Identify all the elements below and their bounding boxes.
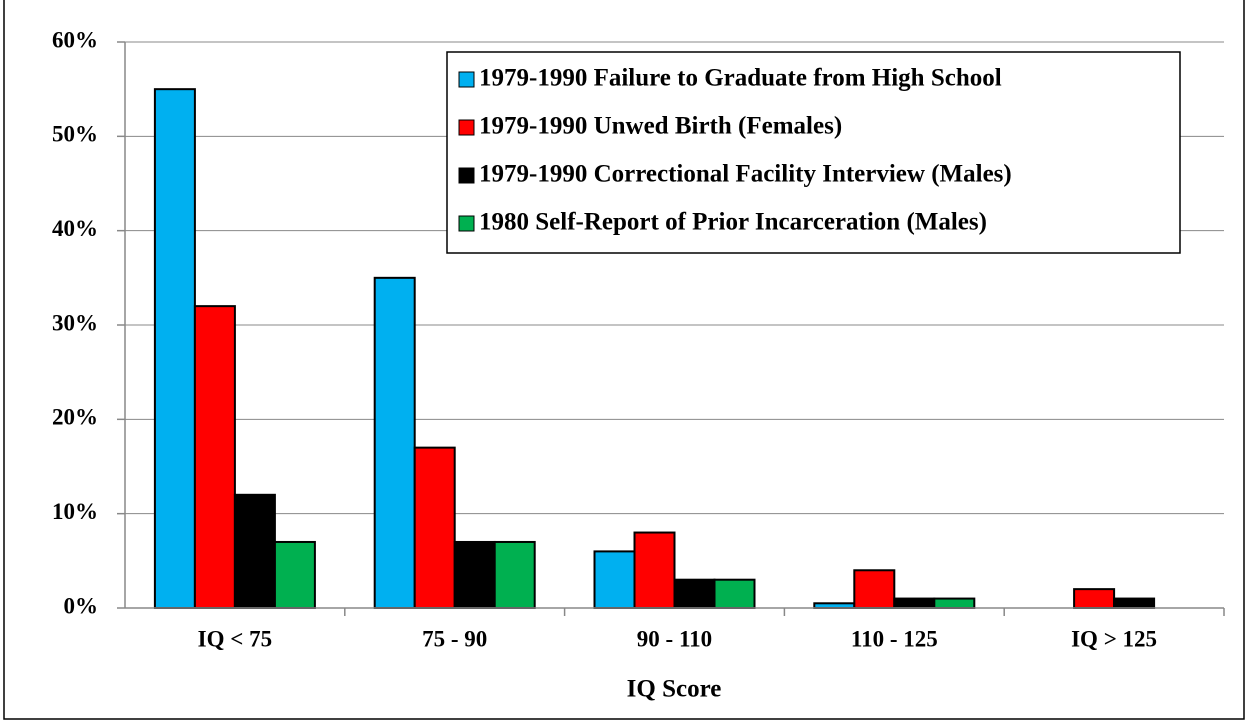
- bar: [713, 578, 756, 610]
- bar: [153, 88, 196, 609]
- legend-label: 1979-1990 Failure to Graduate from High …: [479, 65, 1002, 92]
- bar: [853, 569, 896, 609]
- legend-swatch: [458, 167, 475, 184]
- y-tick-label: 50%: [52, 122, 98, 147]
- y-tick-label: 10%: [52, 499, 98, 524]
- bar: [1073, 588, 1116, 610]
- frame: [3, 0, 1245, 720]
- x-tick-label: IQ > 125: [1071, 626, 1157, 651]
- y-tick-label: 0%: [64, 593, 99, 618]
- legend-label: 1979-1990 Unwed Birth (Females): [479, 113, 842, 140]
- bar: [193, 305, 236, 609]
- bar: [893, 597, 936, 609]
- legend-swatch: [458, 215, 475, 232]
- bar: [933, 597, 976, 609]
- y-tick-label: 40%: [52, 216, 98, 241]
- legend-swatch: [458, 119, 475, 136]
- bar: [593, 550, 636, 610]
- bar: [633, 531, 676, 609]
- x-axis-label: IQ Score: [627, 676, 722, 703]
- bar: [413, 446, 456, 609]
- legend-label: 1980 Self-Report of Prior Incarceration …: [479, 209, 987, 236]
- x-tick-label: 110 - 125: [851, 626, 938, 651]
- legend-label: 1979-1990 Correctional Facility Intervie…: [479, 161, 1012, 188]
- x-tick-label: 90 - 110: [637, 626, 712, 651]
- x-tick-label: 75 - 90: [422, 626, 487, 651]
- y-tick-label: 20%: [52, 405, 98, 430]
- y-tick-label: 30%: [52, 310, 98, 335]
- bar: [273, 540, 316, 610]
- bar: [1113, 597, 1156, 609]
- bar: [373, 276, 416, 609]
- bar: [453, 540, 496, 610]
- x-tick-label: IQ < 75: [198, 626, 272, 651]
- bar: [233, 493, 276, 609]
- bar: [493, 540, 536, 610]
- legend-box: [446, 51, 1181, 254]
- bar: [673, 578, 716, 610]
- y-tick-label: 60%: [52, 27, 98, 52]
- legend-swatch: [458, 71, 475, 88]
